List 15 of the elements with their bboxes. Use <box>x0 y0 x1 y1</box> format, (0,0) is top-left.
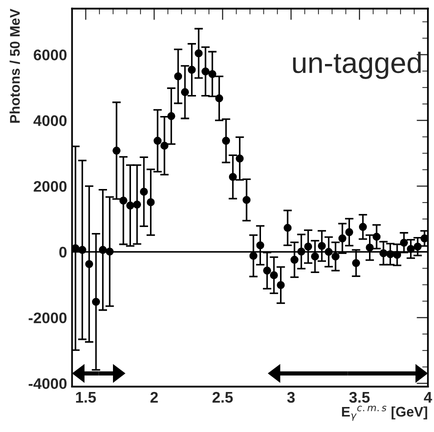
y-tick-label: -4000 <box>28 378 67 390</box>
x-tick-label: 3.5 <box>349 392 370 403</box>
y-tick-label: 2000 <box>34 181 67 192</box>
x-axis-title: E$_{γ}$$^{c.m.s}$ [GeV] <box>342 406 428 421</box>
y-tick-label: 4000 <box>33 115 67 126</box>
x-tick-label: 4 <box>424 392 432 403</box>
y-axis-title: Photons / 50 MeV <box>10 8 20 123</box>
x-tick-label: 2 <box>150 392 158 403</box>
y-tick-label: 6000 <box>34 50 67 60</box>
x-tick-label: 2.5 <box>212 392 233 403</box>
annotation: un-tagged <box>293 52 421 79</box>
y-tick-label: 0 <box>59 246 67 258</box>
y-tick-label: -2000 <box>28 312 67 324</box>
x-tick-label: 3 <box>287 392 295 403</box>
x-tick-label: 1.5 <box>76 392 96 403</box>
